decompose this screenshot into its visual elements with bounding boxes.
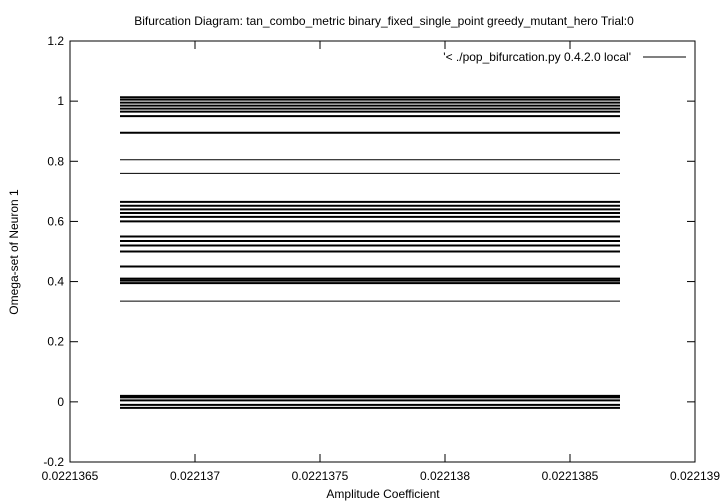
x-tick-label-4: 0.0221385 <box>542 469 599 483</box>
y-axis-tick-labels: -0.2 0 0.2 0.4 0.6 0.8 1 1.2 <box>43 34 64 469</box>
y-tick-label-6: 1 <box>57 94 64 108</box>
y-axis-label: Omega-set of Neuron 1 <box>7 189 21 315</box>
x-tick-label-5: 0.022139 <box>670 469 720 483</box>
y-tick-label-0: -0.2 <box>43 455 64 469</box>
y-axis-ticks <box>70 40 695 463</box>
y-tick-label-4: 0.6 <box>47 214 64 228</box>
legend-label: '< ./pop_bifurcation.py 0.4.2.0 local' <box>443 50 631 64</box>
y-tick-label-3: 0.4 <box>47 275 64 289</box>
plot-frame <box>69 40 696 463</box>
y-tick-label-1: 0 <box>57 395 64 409</box>
series-lines <box>120 96 620 409</box>
x-axis-label: Amplitude Coefficient <box>326 487 440 501</box>
y-tick-label-7: 1.2 <box>47 34 64 48</box>
x-tick-label-2: 0.0221375 <box>292 469 349 483</box>
y-tick-label-2: 0.2 <box>47 335 64 349</box>
x-tick-label-1: 0.022137 <box>170 469 220 483</box>
y-tick-label-5: 0.8 <box>47 154 64 168</box>
x-axis-tick-labels: 0.0221365 0.022137 0.0221375 0.022138 0.0221… <box>42 469 720 483</box>
x-axis-ticks <box>69 41 696 462</box>
x-tick-label-3: 0.022138 <box>420 469 470 483</box>
chart-title: Bifurcation Diagram: tan_combo_metric bi… <box>134 14 634 28</box>
x-tick-label-0: 0.0221365 <box>42 469 99 483</box>
